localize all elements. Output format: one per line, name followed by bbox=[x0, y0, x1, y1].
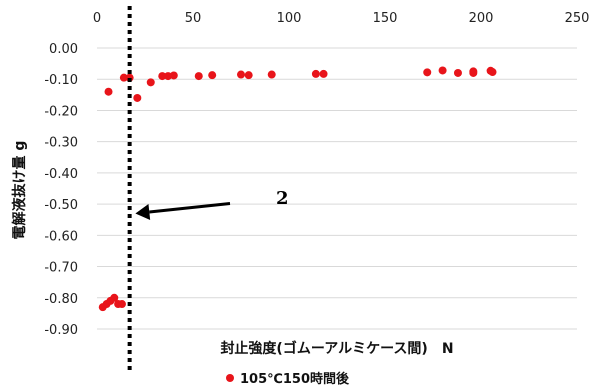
data-point bbox=[194, 72, 203, 81]
y-axis-title: 電解液抜け量 g bbox=[11, 141, 28, 240]
data-point bbox=[311, 69, 320, 78]
plot-background bbox=[97, 48, 577, 329]
gridlines bbox=[97, 47, 577, 330]
data-point bbox=[133, 93, 142, 102]
legend-marker bbox=[226, 374, 234, 382]
x-tick-label: 0 bbox=[93, 11, 101, 26]
y-tick-label: -0.50 bbox=[44, 198, 78, 213]
y-tick-label: -0.30 bbox=[44, 136, 78, 151]
data-point bbox=[119, 73, 128, 82]
y-tick-labels: 0.00 -0.10 -0.20 -0.30 -0.40 -0.50 -0.60 -0.70 -… bbox=[44, 42, 78, 338]
annotation: 2 bbox=[135, 188, 289, 220]
data-point bbox=[104, 87, 113, 96]
data-point bbox=[244, 71, 253, 80]
y-tick-label: -0.20 bbox=[44, 104, 78, 119]
annotation-arrow bbox=[149, 201, 231, 214]
data-point bbox=[469, 68, 478, 77]
x-tick-label: 50 bbox=[185, 11, 202, 26]
annotation-arrowhead bbox=[135, 204, 151, 220]
x-axis-title: 封止強度(ゴムーアルミケース間) N bbox=[220, 340, 453, 357]
x-tick-labels: 0 50 100 150 200 250 bbox=[93, 11, 590, 26]
plot-area bbox=[97, 48, 577, 329]
data-point bbox=[208, 71, 217, 80]
y-tick-label: -0.60 bbox=[44, 229, 78, 244]
data-point bbox=[169, 71, 178, 80]
x-tick-label: 200 bbox=[469, 11, 494, 26]
y-tick-label: -0.80 bbox=[44, 292, 78, 307]
data-point bbox=[164, 72, 173, 81]
data-point bbox=[438, 66, 447, 75]
y-tick-label: -0.40 bbox=[44, 167, 78, 182]
data-point bbox=[146, 78, 155, 87]
data-point bbox=[267, 70, 276, 79]
data-point bbox=[158, 72, 167, 81]
data-point bbox=[423, 68, 432, 77]
y-tick-label: -0.10 bbox=[44, 73, 78, 88]
annotation-label: 2 bbox=[276, 188, 289, 209]
legend-label: 105℃150時間後 bbox=[240, 371, 350, 387]
x-tick-label: 250 bbox=[565, 11, 590, 26]
data-point bbox=[319, 69, 328, 78]
data-point bbox=[453, 68, 462, 77]
y-tick-label: -0.90 bbox=[44, 323, 78, 338]
y-tick-label: 0.00 bbox=[49, 42, 78, 57]
data-point bbox=[237, 70, 245, 79]
data-point bbox=[488, 68, 497, 77]
legend: 105℃150時間後 bbox=[226, 371, 350, 387]
x-tick-label: 100 bbox=[277, 11, 302, 26]
data-point bbox=[117, 300, 126, 309]
x-tick-label: 150 bbox=[373, 11, 398, 26]
data-point bbox=[110, 293, 119, 302]
y-tick-label: -0.70 bbox=[44, 261, 78, 276]
